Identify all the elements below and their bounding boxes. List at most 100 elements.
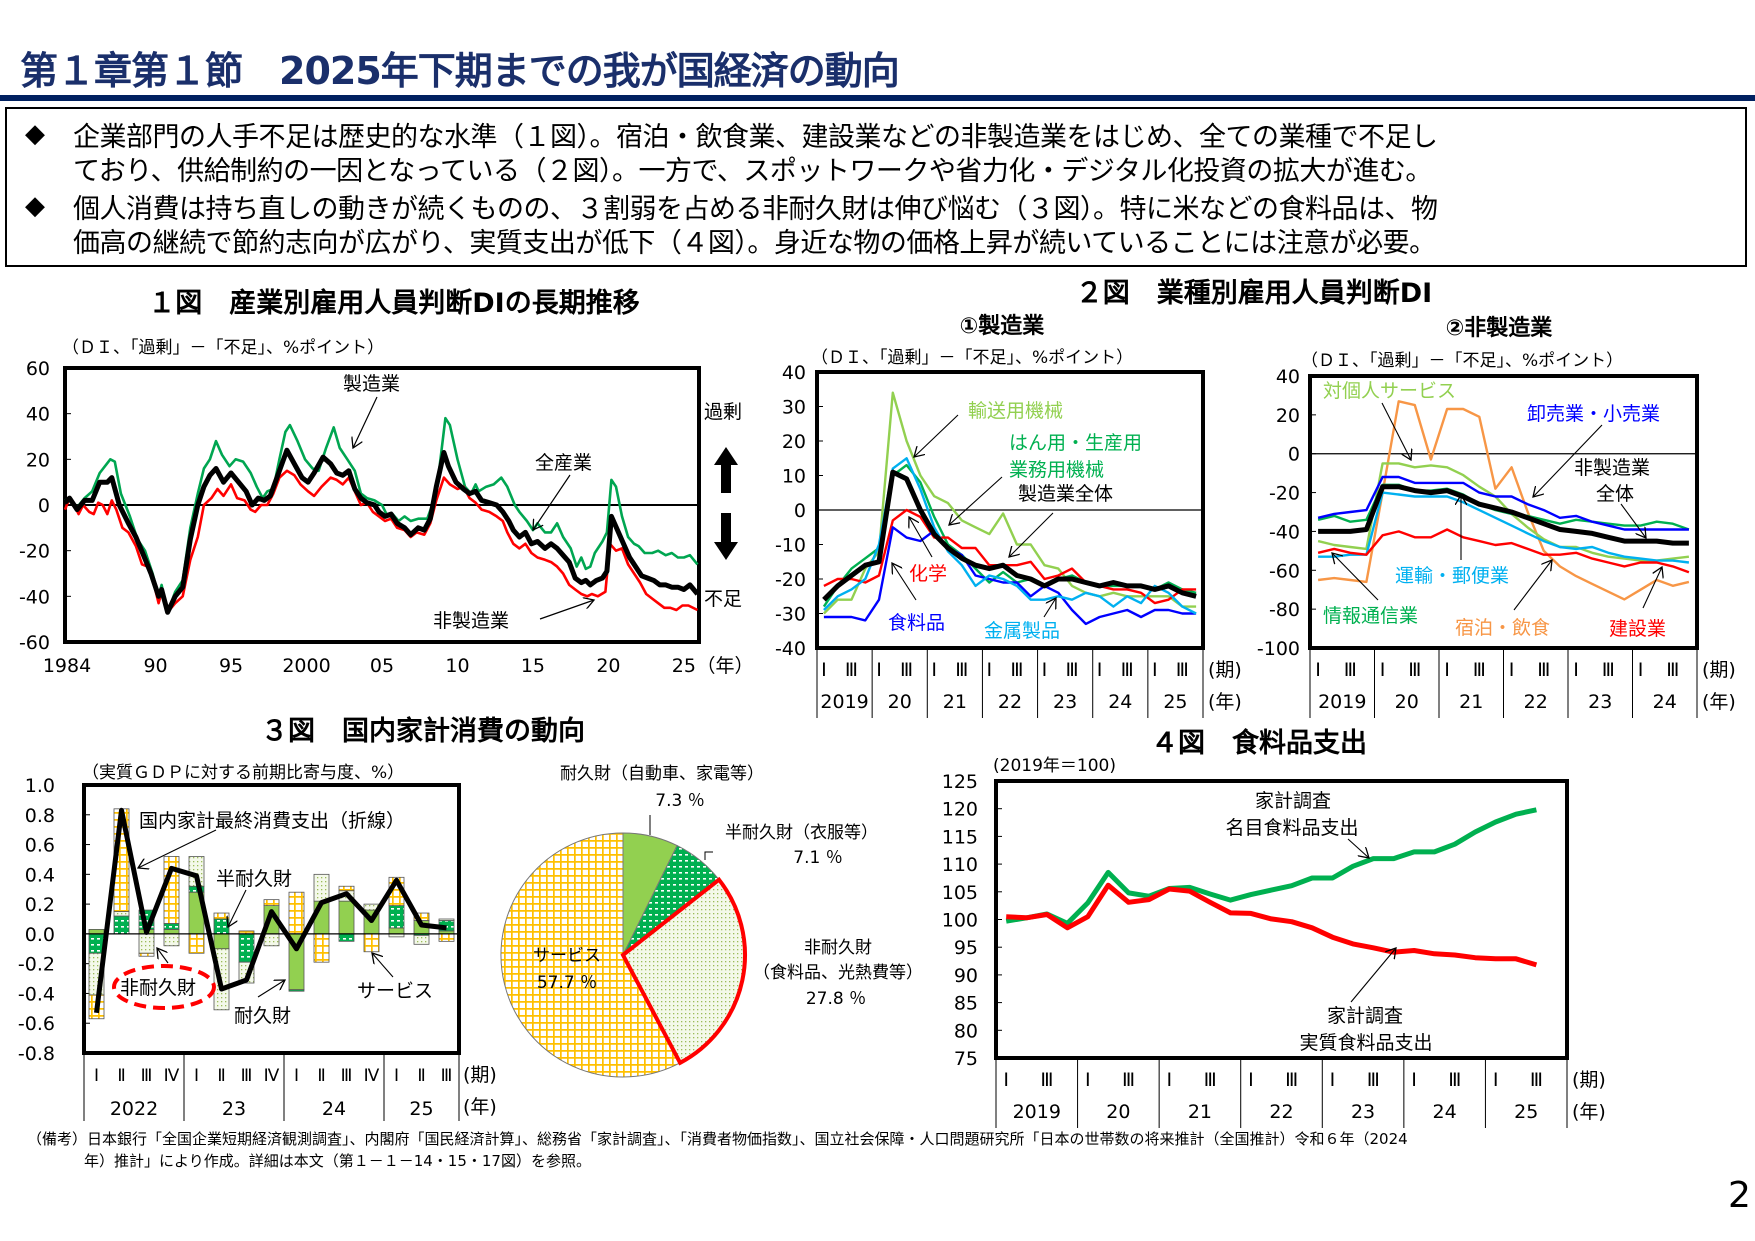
quarter-label: Ⅰ (1152, 659, 1158, 681)
series-line-対個人サービス (1317, 462, 1690, 562)
x-axis-period-unit: (期) (1572, 1069, 1606, 1091)
bar-segment-nondur (313, 873, 330, 902)
annotation-arrow (909, 517, 933, 558)
label-real-1: 家計調査 (1327, 1005, 1403, 1027)
figure-4-plot-frame (994, 779, 1569, 1060)
year-label: 25 (1514, 1101, 1538, 1123)
y-tick-label: -0.2 (18, 954, 55, 976)
annotation-arrow (1332, 553, 1379, 601)
summary-box: ◆ 企業部門の人手不足は歴史的な水準（１図）。宿泊・飲食業、建設業などの非製造業… (5, 107, 1747, 267)
y-tick-label: 125 (942, 771, 978, 793)
year-label: 20 (1395, 691, 1419, 713)
label-wholesale-retail: 卸売業・小売業 (1527, 403, 1660, 425)
arrow-up-icon (714, 447, 738, 493)
y-tick-label: 75 (954, 1048, 978, 1070)
quarter-label: Ⅲ (1408, 659, 1421, 681)
year-label: 22 (1524, 691, 1548, 713)
quarter-label: Ⅲ (241, 1066, 253, 1086)
quarter-label: Ⅲ (141, 1066, 153, 1086)
annotation-arrow (1642, 567, 1662, 609)
figure-1-unit-label: （ＤＩ、「過剰」－「不足」、%ポイント） (62, 338, 384, 358)
y-tick-label: 0.6 (25, 835, 55, 857)
annotation-arrow (1347, 838, 1369, 858)
figure-2-sub2-unit: （ＤＩ、「過剰」－「不足」、%ポイント） (1301, 351, 1623, 371)
series-line-非製造業全体 (1318, 484, 1689, 546)
footnote: （備考）日本銀行「全国企業短期経済観測調査」、内閣府「国民経済計算」、総務省「家… (27, 1128, 1727, 1172)
quarter-label: Ⅰ (821, 659, 827, 681)
figure-4-title: ４図 食料品支出 (1151, 727, 1367, 759)
bar-segment-durable (88, 929, 105, 935)
annotation-arrow (539, 600, 594, 620)
bar-segment-semi (388, 905, 405, 929)
y-tick-label: 0.2 (25, 894, 55, 916)
quarter-label: Ⅰ (1411, 1069, 1417, 1091)
quarter-label: Ⅲ (1473, 659, 1486, 681)
y-tick-label: 90 (954, 965, 978, 987)
pie-label-non-durable-detail: （食料品、光熱費等） (753, 963, 923, 983)
year-label: 21 (1188, 1101, 1212, 1123)
y-tick-label: -0.8 (18, 1043, 55, 1065)
y-tick-label: -30 (775, 604, 806, 626)
quarter-label: Ⅰ (1330, 1069, 1336, 1091)
year-label: 24 (1653, 691, 1677, 713)
year-label: 25 (1163, 691, 1187, 713)
figure-1-title: １図 産業別雇用人員判断DIの長期推移 (148, 287, 639, 319)
figure-2-sub2-title: ②非製造業 (1446, 315, 1554, 341)
bar-segment-semi (163, 923, 180, 930)
annotation-arrow (1513, 560, 1552, 611)
y-tick-label: 85 (954, 993, 978, 1015)
y-tick-label: 40 (26, 404, 50, 426)
year-label: 23 (1588, 691, 1612, 713)
footnote-line: （備考）日本銀行「全国企業短期経済観測調査」、内閣府「国民経済計算」、総務省「家… (27, 1130, 1408, 1148)
quarter-label: Ⅲ (1666, 659, 1679, 681)
y-tick-label: 60 (26, 358, 50, 380)
figure-4-unit-label: (2019年＝100) (993, 756, 1116, 776)
y-tick-label: 95 (954, 937, 978, 959)
y-tick-label: 1.0 (25, 775, 55, 797)
label-non-durable: 非耐久財 (120, 977, 196, 999)
year-label: 24 (322, 1098, 346, 1120)
x-tick-label: 2000 (282, 655, 330, 677)
quarter-label: Ⅳ (164, 1066, 180, 1086)
x-axis-unit: （年） (696, 655, 753, 677)
quarter-label: Ⅲ (441, 1066, 453, 1086)
y-tick-label: -40 (1269, 521, 1300, 543)
y-tick-label: 0 (38, 495, 50, 517)
y-tick-label: 120 (942, 799, 978, 821)
x-tick-label: 10 (445, 655, 469, 677)
quarter-label: Ⅲ (1448, 1069, 1461, 1091)
label-chemicals: 化学 (909, 563, 947, 585)
label-household-consumption-line: 国内家計最終消費支出（折線） (139, 810, 405, 832)
y-tick-label: 0.8 (25, 805, 55, 827)
y-tick-label: -20 (19, 541, 50, 563)
quarter-label: Ⅰ (1097, 659, 1103, 681)
annotation-arrow (257, 980, 285, 998)
label-manufacturing: 製造業 (343, 373, 400, 395)
quarter-label: Ⅲ (1367, 1069, 1380, 1091)
label-construction: 建設業 (1609, 618, 1666, 640)
y-tick-label: -0.6 (18, 1013, 55, 1035)
quarter-label: Ⅲ (1537, 659, 1550, 681)
label-food: 食料品 (888, 612, 945, 634)
x-axis-year-unit: (年) (1702, 691, 1736, 713)
figure-4: ４図 食料品支出 (2019年＝100) 125 120 115 110 105 100 9… (942, 727, 1606, 1128)
bar-segment-nondur (263, 933, 280, 947)
annotation-arrow (1350, 948, 1396, 1003)
figure-2-title: ２図 業種別雇用人員判断DI (1076, 277, 1432, 309)
label-nominal-1: 家計調査 (1255, 790, 1331, 812)
quarter-label: Ⅰ (1573, 659, 1579, 681)
quarter-label: Ⅲ (1065, 659, 1078, 681)
quarter-label: Ⅰ (294, 1066, 299, 1086)
year-label: 25 (409, 1098, 433, 1120)
bar-segment-semi (113, 915, 130, 935)
pie-value-non-durable: 27.8 ％ (806, 989, 866, 1009)
annotation-arrow (1043, 598, 1056, 618)
year-label: 22 (998, 691, 1022, 713)
bar-segment-service (438, 933, 455, 942)
annotation-arrow (914, 414, 959, 457)
bar-segment-service (288, 891, 305, 935)
figure-3-plot-frame (82, 783, 461, 1055)
series-line-家計調査 実質食料品支出 (1006, 882, 1538, 968)
x-tick-label: 25 (672, 655, 696, 677)
